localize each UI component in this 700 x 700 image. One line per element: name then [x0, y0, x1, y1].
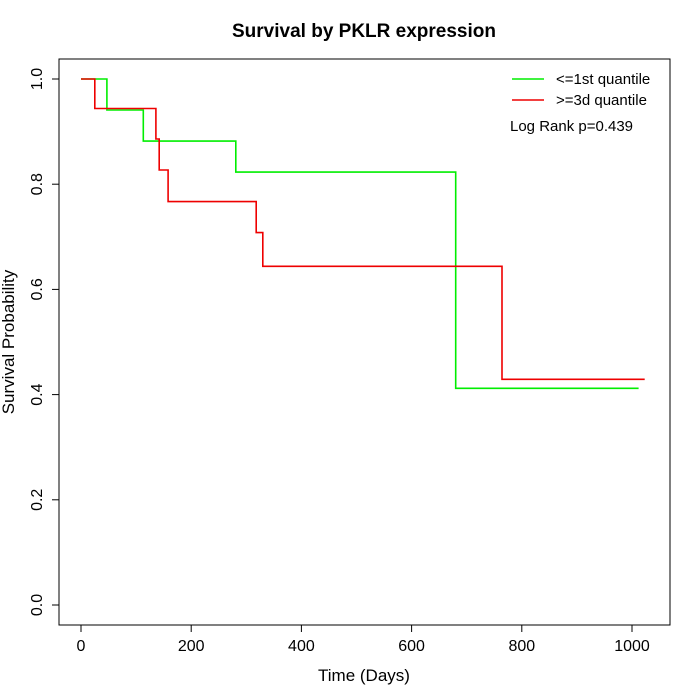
x-tick-label: 1000: [614, 638, 650, 655]
x-tick-label: 400: [288, 638, 315, 655]
legend: <=1st quantile >=3d quantile: [512, 71, 650, 109]
y-tick-label: 0.0: [29, 594, 46, 616]
x-axis: 0 200 400 600 800 1000: [77, 624, 650, 655]
x-tick-label: 800: [508, 638, 535, 655]
series-line-2: [81, 78, 645, 381]
x-tick-label: 600: [398, 638, 425, 655]
y-tick-label: 0.8: [29, 173, 46, 195]
legend-label-2: >=3d quantile: [556, 92, 647, 109]
x-tick-label: 0: [77, 638, 86, 655]
y-tick-label: 1.0: [29, 68, 46, 90]
y-axis: 0.0 0.2 0.4 0.6 0.8 1.0: [29, 68, 60, 616]
series-line-1: [81, 78, 639, 390]
legend-label-1: <=1st quantile: [556, 71, 650, 88]
x-tick-label: 200: [178, 638, 205, 655]
y-tick-label: 0.6: [29, 278, 46, 300]
y-tick-label: 0.2: [29, 489, 46, 511]
x-axis-label: Time (Days): [318, 666, 410, 685]
plot-frame: [58, 58, 671, 626]
chart-title: Survival by PKLR expression: [232, 21, 496, 42]
y-tick-label: 0.4: [29, 383, 46, 405]
y-axis-label: Survival Probability: [0, 269, 18, 414]
log-rank-annotation: Log Rank p=0.439: [510, 118, 633, 135]
series-layer: [81, 78, 645, 390]
